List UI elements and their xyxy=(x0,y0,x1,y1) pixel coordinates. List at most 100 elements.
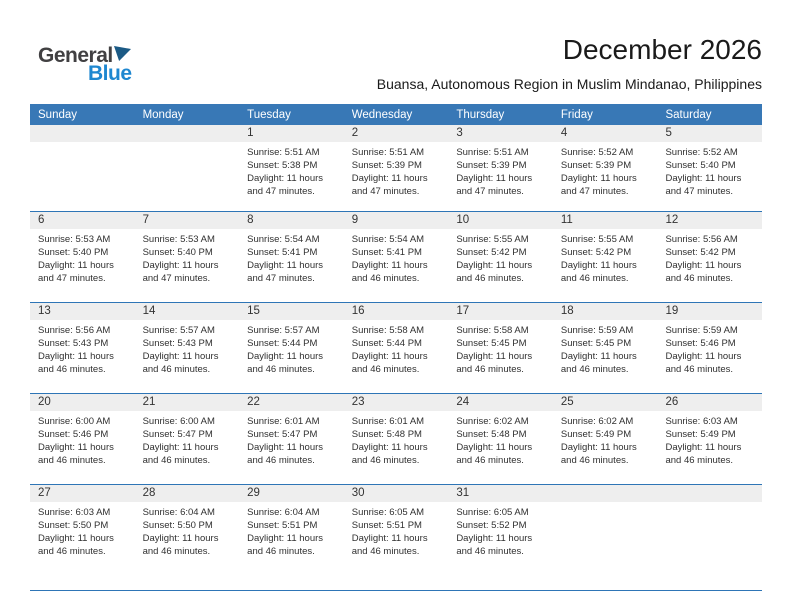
sunset-text: Sunset: 5:40 PM xyxy=(665,160,736,171)
daylight-text: Daylight: 11 hours and 46 minutes. xyxy=(142,351,219,375)
sunset-text: Sunset: 5:44 PM xyxy=(351,338,422,349)
empty-day-cell xyxy=(552,485,658,590)
sunset-text: Sunset: 5:46 PM xyxy=(38,429,109,440)
general-blue-logo: General Blue xyxy=(38,44,188,85)
logo-text-general: General xyxy=(38,44,113,67)
day-cell: 10 Sunrise: 5:55 AM Sunset: 5:42 PM Dayligh… xyxy=(448,212,553,302)
sunset-text: Sunset: 5:40 PM xyxy=(38,247,109,258)
daylight-text: Daylight: 11 hours and 46 minutes. xyxy=(247,442,324,466)
weekday-header-friday: Friday xyxy=(560,108,593,121)
location-subtitle: Buansa, Autonomous Region in Muslim Mind… xyxy=(376,76,762,92)
sunrise-text: Sunrise: 6:02 AM xyxy=(560,416,634,427)
day-cell: 22 Sunrise: 6:01 AM Sunset: 5:47 PM Dayligh… xyxy=(239,394,344,484)
sunrise-text: Sunrise: 5:54 AM xyxy=(247,234,320,245)
sunset-text: Sunset: 5:46 PM xyxy=(665,338,736,349)
sunrise-text: Sunrise: 5:57 AM xyxy=(247,325,320,336)
week-row: 20 Sunrise: 6:00 AM Sunset: 5:46 PM Dayligh… xyxy=(30,393,763,484)
sunset-text: Sunset: 5:41 PM xyxy=(351,247,422,258)
sunset-text: Sunset: 5:47 PM xyxy=(247,429,318,440)
sunrise-text: Sunrise: 6:04 AM xyxy=(247,507,320,518)
sunrise-text: Sunrise: 5:56 AM xyxy=(38,325,111,336)
day-number: 4 xyxy=(552,125,658,142)
weekday-header-row: Sunday Monday Tuesday Wednesday Thursday… xyxy=(30,104,762,125)
day-number: 16 xyxy=(343,303,449,320)
sunrise-text: Sunrise: 6:00 AM xyxy=(142,416,215,427)
day-cell: 30 Sunrise: 6:05 AM Sunset: 5:51 PM Dayligh… xyxy=(343,485,449,590)
daylight-text: Daylight: 11 hours and 46 minutes. xyxy=(247,351,324,375)
day-cell: 8 Sunrise: 5:54 AM Sunset: 5:41 PM Daylight… xyxy=(239,212,344,302)
day-cell: 29 Sunrise: 6:04 AM Sunset: 5:51 PM Dayligh… xyxy=(239,485,344,590)
sunset-text: Sunset: 5:43 PM xyxy=(142,338,213,349)
sunrise-text: Sunrise: 5:51 AM xyxy=(351,147,425,158)
sunrise-text: Sunrise: 5:55 AM xyxy=(456,234,529,245)
day-number: 18 xyxy=(552,303,658,320)
sunset-text: Sunset: 5:48 PM xyxy=(351,429,422,440)
sunset-text: Sunset: 5:42 PM xyxy=(456,247,527,258)
sunset-text: Sunset: 5:39 PM xyxy=(456,160,527,171)
sunset-text: Sunset: 5:49 PM xyxy=(560,429,632,440)
sunset-text: Sunset: 5:44 PM xyxy=(247,338,318,349)
day-number xyxy=(30,125,135,142)
day-cell: 17 Sunrise: 5:58 AM Sunset: 5:45 PM Dayligh… xyxy=(448,303,553,393)
week-row: 6 Sunrise: 5:53 AM Sunset: 5:40 PM Daylight… xyxy=(30,211,763,302)
month-year-title: December 2026 xyxy=(562,34,762,65)
day-number: 24 xyxy=(448,394,553,411)
sunrise-text: Sunrise: 5:58 AM xyxy=(456,325,529,336)
daylight-text: Daylight: 11 hours and 46 minutes. xyxy=(38,351,114,375)
sunrise-text: Sunrise: 5:53 AM xyxy=(142,234,215,245)
day-cell: 18 Sunrise: 5:59 AM Sunset: 5:45 PM Dayligh… xyxy=(552,303,658,393)
day-number: 21 xyxy=(134,394,240,411)
daylight-text: Daylight: 11 hours and 46 minutes. xyxy=(351,533,428,557)
sunrise-text: Sunrise: 6:05 AM xyxy=(456,507,529,518)
daylight-text: Daylight: 11 hours and 46 minutes. xyxy=(560,442,637,466)
sunrise-text: Sunrise: 5:53 AM xyxy=(38,234,111,245)
sunrise-text: Sunrise: 6:03 AM xyxy=(665,416,738,427)
day-number xyxy=(552,485,658,502)
day-cell: 26 Sunrise: 6:03 AM Sunset: 5:49 PM Dayligh… xyxy=(657,394,763,484)
day-cell: 31 Sunrise: 6:05 AM Sunset: 5:52 PM Dayligh… xyxy=(448,485,553,590)
day-cell: 13 Sunrise: 5:56 AM Sunset: 5:43 PM Dayligh… xyxy=(30,303,135,393)
daylight-text: Daylight: 11 hours and 46 minutes. xyxy=(38,533,114,557)
daylight-text: Daylight: 11 hours and 46 minutes. xyxy=(665,260,742,284)
sunset-text: Sunset: 5:52 PM xyxy=(456,520,527,531)
day-cell: 12 Sunrise: 5:56 AM Sunset: 5:42 PM Dayligh… xyxy=(657,212,763,302)
day-number: 15 xyxy=(239,303,344,320)
day-cell: 6 Sunrise: 5:53 AM Sunset: 5:40 PM Daylight… xyxy=(30,212,135,302)
day-number: 25 xyxy=(552,394,658,411)
day-number: 23 xyxy=(343,394,449,411)
day-number: 2 xyxy=(343,125,449,142)
sunrise-text: Sunrise: 6:02 AM xyxy=(456,416,529,427)
daylight-text: Daylight: 11 hours and 46 minutes. xyxy=(456,351,533,375)
sunset-text: Sunset: 5:41 PM xyxy=(247,247,318,258)
empty-day-cell xyxy=(134,125,240,211)
day-cell: 9 Sunrise: 5:54 AM Sunset: 5:41 PM Daylight… xyxy=(343,212,449,302)
sunrise-text: Sunrise: 5:59 AM xyxy=(665,325,738,336)
day-cell: 5 Sunrise: 5:52 AM Sunset: 5:40 PM Daylight… xyxy=(657,125,763,211)
sunrise-text: Sunrise: 5:52 AM xyxy=(665,147,738,158)
daylight-text: Daylight: 11 hours and 46 minutes. xyxy=(456,442,533,466)
day-number: 19 xyxy=(657,303,763,320)
day-number xyxy=(134,125,240,142)
day-number: 12 xyxy=(657,212,763,229)
sunrise-text: Sunrise: 5:55 AM xyxy=(560,234,634,245)
day-number: 7 xyxy=(134,212,240,229)
day-number: 14 xyxy=(134,303,240,320)
sunset-text: Sunset: 5:47 PM xyxy=(142,429,213,440)
daylight-text: Daylight: 11 hours and 47 minutes. xyxy=(142,260,219,284)
daylight-text: Daylight: 11 hours and 47 minutes. xyxy=(38,260,114,284)
daylight-text: Daylight: 11 hours and 47 minutes. xyxy=(665,173,742,197)
day-number: 11 xyxy=(552,212,658,229)
day-number: 20 xyxy=(30,394,135,411)
daylight-text: Daylight: 11 hours and 46 minutes. xyxy=(247,533,324,557)
daylight-text: Daylight: 11 hours and 47 minutes. xyxy=(247,260,324,284)
sunrise-text: Sunrise: 6:04 AM xyxy=(142,507,215,518)
day-number: 8 xyxy=(239,212,344,229)
weekday-header-wednesday: Wednesday xyxy=(351,108,413,121)
day-number: 28 xyxy=(134,485,240,502)
day-cell: 19 Sunrise: 5:59 AM Sunset: 5:46 PM Dayligh… xyxy=(657,303,763,393)
day-number: 31 xyxy=(448,485,553,502)
day-number: 27 xyxy=(30,485,135,502)
daylight-text: Daylight: 11 hours and 47 minutes. xyxy=(456,173,533,197)
daylight-text: Daylight: 11 hours and 46 minutes. xyxy=(456,260,533,284)
daylight-text: Daylight: 11 hours and 47 minutes. xyxy=(247,173,324,197)
